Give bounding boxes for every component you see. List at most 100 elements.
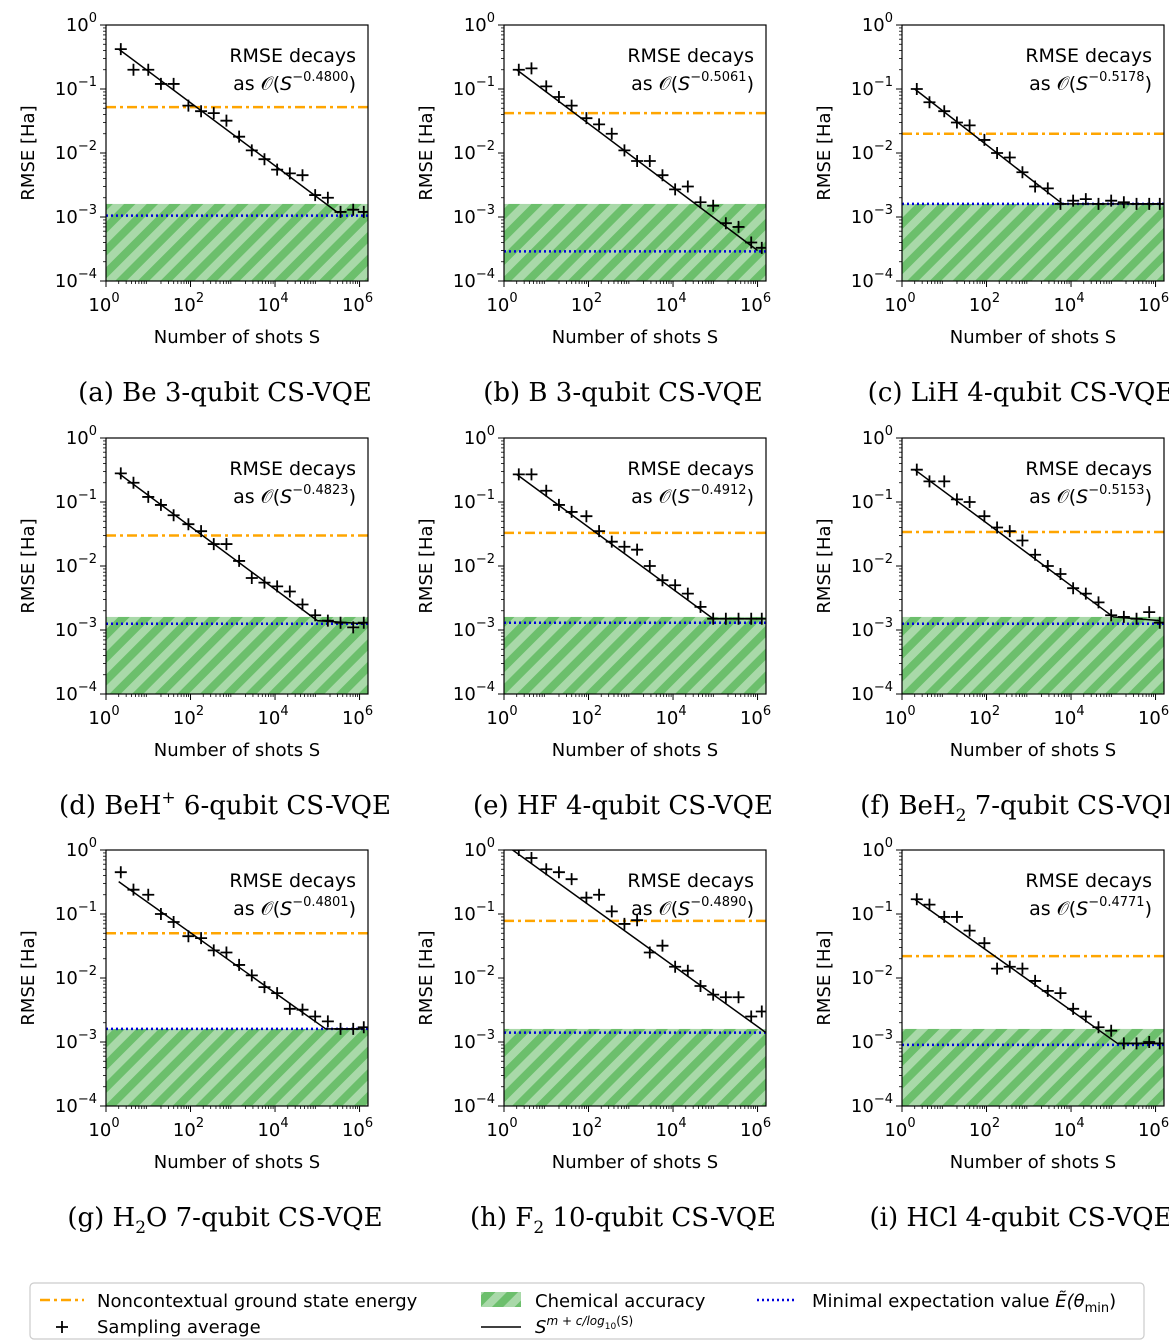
sampling-point [1105, 1024, 1118, 1037]
x-tick-label: 102 [969, 1116, 1000, 1141]
sampling-point [1003, 151, 1016, 164]
chart-panel: 100 102 104 106 100 10−1 10−2 10−3 10−4 Number of… [416, 11, 771, 408]
y-tick-label: 10−1 [851, 488, 893, 513]
sampling-point [347, 1022, 360, 1035]
x-tick-label: 102 [571, 1116, 602, 1141]
sampling-point [732, 220, 745, 233]
sampling-point [1029, 974, 1042, 987]
sampling-point [1143, 1036, 1156, 1048]
x-tick-label: 100 [884, 704, 915, 729]
y-tick-label: 10−4 [55, 680, 97, 705]
annotation-line1: RMSE decays [627, 458, 754, 480]
plot-area [902, 893, 1164, 1106]
x-tick-label: 106 [342, 704, 373, 729]
sampling-point [1117, 1037, 1130, 1050]
y-axis-label: RMSE [Ha] [416, 105, 437, 200]
x-tick-label: 104 [257, 1116, 288, 1141]
legend-chem-label: Chemical accuracy [535, 1291, 706, 1312]
y-tick-label: 10−2 [851, 139, 893, 164]
sampling-point [565, 873, 578, 886]
sampling-point [963, 924, 976, 937]
panel-caption: (g) H2O 7-qubit CS-VQE [67, 1203, 382, 1238]
sampling-point [631, 543, 644, 556]
x-tick-label: 106 [740, 704, 771, 729]
y-tick-label: 10−1 [453, 75, 495, 100]
sampling-point [593, 118, 606, 131]
sampling-point [321, 1015, 334, 1028]
sampling-point [321, 191, 334, 204]
x-tick-label: 100 [884, 291, 915, 316]
sampling-point [669, 579, 682, 592]
sampling-point [978, 937, 991, 950]
sampling-point [978, 133, 991, 146]
sampling-point [719, 612, 732, 625]
y-tick-label: 10−4 [851, 267, 893, 292]
chart-panel: 100 102 104 106 100 10−1 10−2 10−3 10−4 Number of… [814, 424, 1169, 826]
panel-caption: (i) HCl 4-qubit CS-VQE [869, 1203, 1169, 1233]
plot-area [504, 62, 766, 281]
x-tick-label: 102 [571, 291, 602, 316]
sampling-point [681, 587, 694, 600]
annotation-rate: as 𝒪(S−0.5153) [1029, 483, 1152, 508]
sampling-point [910, 893, 923, 906]
sampling-point [525, 851, 538, 864]
sampling-point [1041, 182, 1054, 195]
y-tick-label: 10−1 [851, 900, 893, 925]
sampling-point [991, 147, 1004, 159]
sampling-point [258, 153, 271, 166]
sampling-point [540, 863, 553, 876]
sampling-point [618, 917, 631, 930]
sampling-point [540, 80, 553, 93]
y-tick-label: 10−3 [55, 1028, 97, 1053]
sampling-point [154, 908, 167, 920]
sampling-point [618, 540, 631, 553]
sampling-point [233, 554, 246, 567]
sampling-point [127, 883, 140, 896]
sampling-point [923, 898, 936, 911]
sampling-point [719, 991, 732, 1004]
y-axis-label: RMSE [Ha] [416, 518, 437, 613]
sampling-point [1016, 962, 1029, 975]
sampling-point [309, 609, 322, 622]
annotation-line1: RMSE decays [229, 458, 356, 480]
sampling-point [656, 169, 669, 182]
x-tick-label: 102 [969, 704, 1000, 729]
sampling-point [580, 510, 593, 523]
sampling-point [618, 144, 631, 157]
chart-panel: 100 102 104 106 100 10−1 10−2 10−3 10−4 Number of… [814, 11, 1169, 408]
sampling-point [283, 585, 296, 598]
sampling-point [593, 525, 606, 538]
sampling-point [271, 163, 284, 176]
sampling-point [1054, 567, 1067, 580]
y-tick-label: 10−1 [55, 900, 97, 925]
sampling-point [605, 905, 618, 918]
sampling-point [694, 979, 707, 992]
y-tick-label: 10−1 [851, 75, 893, 100]
y-tick-label: 10−2 [453, 552, 495, 577]
chart-panel: 100 102 104 106 100 10−1 10−2 10−3 10−4 Number of… [416, 424, 773, 821]
sampling-point [220, 114, 233, 127]
y-tick-label: 10−3 [851, 616, 893, 641]
sampling-point [1041, 560, 1054, 572]
x-axis-label: Number of shots S [950, 1152, 1116, 1173]
y-tick-label: 10−2 [55, 139, 97, 164]
sampling-point [512, 63, 525, 76]
sampling-point [938, 910, 951, 923]
sampling-point [1105, 194, 1118, 207]
sampling-point [334, 616, 347, 629]
sampling-point [991, 962, 1004, 975]
x-axis-label: Number of shots S [552, 1152, 718, 1173]
annotation-line1: RMSE decays [627, 45, 754, 67]
x-tick-label: 106 [1138, 704, 1169, 729]
sampling-point [1092, 197, 1105, 210]
sampling-point [631, 154, 644, 167]
annotation-line1: RMSE decays [1025, 458, 1152, 480]
sampling-point [643, 946, 656, 959]
x-tick-label: 106 [740, 291, 771, 316]
x-tick-label: 106 [1138, 1116, 1169, 1141]
chart-panel: 100 102 104 106 100 10−1 10−2 10−3 10−4 Number of… [18, 836, 383, 1238]
annotation-rate: as 𝒪(S−0.5178) [1029, 70, 1152, 95]
sampling-point [114, 43, 127, 56]
panel-caption: (b) B 3-qubit CS-VQE [483, 378, 763, 408]
legend-chem-swatch [481, 1292, 521, 1307]
